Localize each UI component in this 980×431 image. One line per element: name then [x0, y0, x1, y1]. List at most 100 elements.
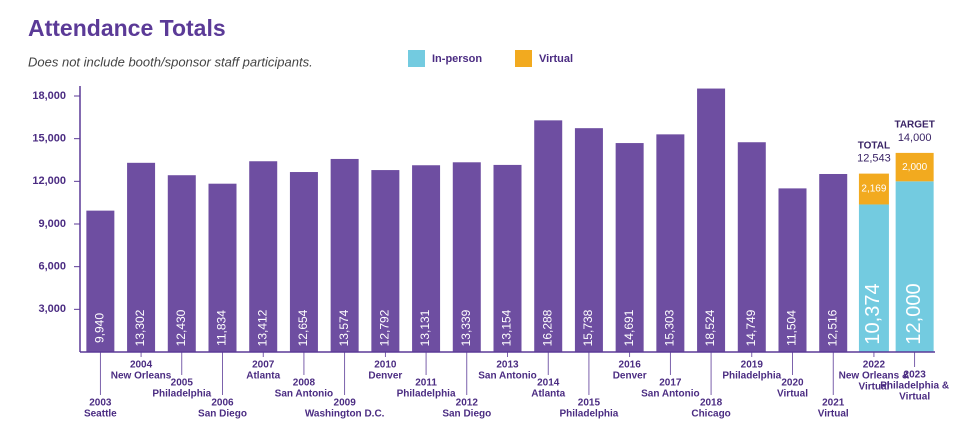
value-label: 12,516 [825, 309, 839, 346]
bar [656, 134, 685, 352]
x-tick-label: 2014 [537, 378, 560, 389]
x-tick-label: 2008 [293, 378, 316, 389]
y-tick-label: 6,000 [38, 261, 66, 273]
x-tick-label: Philadelphia [559, 409, 618, 420]
x-tick-label: Philadelphia [397, 389, 456, 400]
x-tick-label: Virtual [858, 382, 889, 393]
x-tick-label: 2006 [211, 398, 234, 409]
value-label: 12,654 [296, 309, 310, 346]
x-tick-label: Philadelphia & [880, 381, 949, 392]
annotation-label: TARGET [894, 120, 934, 131]
stack-segment [858, 173, 889, 205]
x-tick-label: 2022 [863, 360, 886, 371]
value-label: 18,524 [703, 309, 717, 346]
bar [819, 173, 848, 352]
x-tick-label: San Antonio [478, 371, 537, 382]
x-tick-label: San Diego [442, 409, 491, 420]
value-label: 9,940 [93, 313, 107, 343]
x-tick-label: 2010 [374, 360, 397, 371]
x-tick-label: 2020 [781, 378, 804, 389]
bar [371, 170, 400, 352]
x-tick-label: 2023 [904, 370, 927, 381]
chart-title: Attendance Totals [28, 15, 226, 41]
x-tick-label: 2019 [741, 360, 764, 371]
value-label: 13,574 [337, 309, 351, 346]
bar [452, 162, 481, 352]
x-tick-label: Washington D.C. [305, 409, 385, 420]
bar [249, 161, 278, 352]
value-label: 13,131 [418, 309, 432, 346]
legend-swatch [408, 50, 425, 67]
bar [615, 143, 644, 352]
bar [737, 142, 766, 352]
value-label: 13,302 [133, 309, 147, 346]
x-tick-label: 2012 [456, 398, 479, 409]
value-label: 11,834 [215, 310, 229, 346]
annotation-value: 12,543 [857, 153, 891, 165]
value-label: 14,691 [622, 309, 636, 346]
x-tick-label: Seattle [84, 409, 117, 420]
value-label: 12,792 [378, 309, 392, 346]
legend-label: In-person [432, 53, 482, 65]
value-label: 2,000 [902, 162, 927, 173]
y-tick-label: 18,000 [32, 90, 66, 102]
x-tick-label: 2013 [496, 360, 519, 371]
bar [412, 165, 441, 352]
stack-segment [858, 204, 889, 352]
x-tick-label: 2018 [700, 398, 723, 409]
bar [574, 128, 603, 352]
x-tick-label: Philadelphia [152, 389, 211, 400]
x-tick-label: New Orleans & [839, 371, 910, 382]
x-tick-label: 2017 [659, 378, 682, 389]
stack-segment [895, 181, 934, 352]
legend-label: Virtual [539, 53, 573, 65]
value-label: 13,412 [255, 309, 269, 346]
x-tick-label: Virtual [899, 392, 930, 403]
x-tick-label: New Orleans [111, 371, 172, 382]
chart-subtitle: Does not include booth/sponsor staff par… [28, 54, 313, 69]
value-label: 12,000 [903, 283, 925, 344]
value-label: 15,303 [663, 309, 677, 346]
value-label: 13,154 [500, 309, 514, 346]
y-tick-label: 12,000 [32, 175, 66, 187]
value-label: 2,169 [861, 184, 886, 195]
bar [127, 162, 156, 352]
value-label: 14,749 [744, 309, 758, 346]
bar [534, 120, 563, 352]
bar [493, 164, 522, 352]
x-tick-label: Chicago [691, 409, 730, 420]
x-tick-label: 2004 [130, 360, 153, 371]
x-tick-label: 2005 [171, 378, 194, 389]
x-tick-label: 2015 [578, 398, 601, 409]
annotation-label: TOTAL [858, 140, 890, 151]
x-tick-label: Virtual [818, 409, 849, 420]
x-tick-label: 2016 [619, 360, 642, 371]
value-label: 12,430 [174, 309, 188, 346]
y-tick-label: 15,000 [32, 133, 66, 145]
value-label: 16,288 [540, 309, 554, 346]
y-tick-label: 9,000 [38, 218, 66, 230]
x-tick-label: San Antonio [275, 389, 334, 400]
x-tick-label: San Diego [198, 409, 247, 420]
x-tick-label: Atlanta [246, 371, 280, 382]
bar [86, 210, 115, 352]
value-label: 10,374 [862, 283, 884, 344]
x-tick-label: 2011 [415, 378, 437, 389]
value-label: 13,339 [459, 309, 473, 346]
x-tick-label: 2021 [822, 398, 845, 409]
x-tick-label: 2007 [252, 360, 275, 371]
annotation-value: 14,000 [898, 132, 932, 144]
x-tick-label: San Antonio [641, 389, 700, 400]
x-tick-label: Philadelphia [722, 371, 781, 382]
bar [208, 183, 237, 352]
y-tick-label: 3,000 [38, 303, 66, 315]
x-tick-label: Denver [613, 371, 647, 382]
x-tick-label: Atlanta [531, 389, 565, 400]
x-tick-label: Virtual [777, 389, 808, 400]
bar [778, 188, 807, 352]
value-label: 11,504 [785, 310, 799, 346]
bar [289, 172, 318, 352]
stack-segment [895, 152, 934, 182]
bar [330, 158, 359, 352]
